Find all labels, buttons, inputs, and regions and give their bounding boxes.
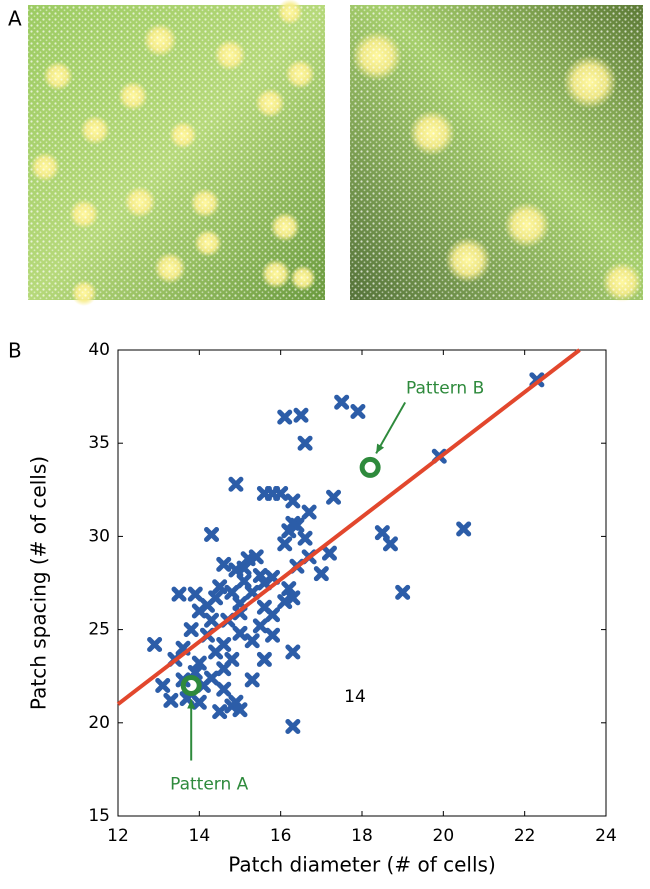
y-tick-label: 25 — [88, 620, 110, 640]
y-tick-label: 35 — [88, 433, 110, 453]
point — [277, 536, 293, 552]
point — [216, 637, 232, 653]
point — [456, 521, 472, 537]
x-tick-label: 18 — [351, 826, 373, 846]
point — [232, 702, 248, 718]
y-tick-label: 40 — [88, 340, 110, 360]
x-tick-label: 14 — [189, 826, 211, 846]
point — [191, 694, 207, 710]
point — [293, 407, 309, 423]
annotation-label: Pattern B — [406, 378, 484, 398]
point — [191, 603, 207, 619]
y-tick-label: 20 — [88, 713, 110, 733]
point — [171, 586, 187, 602]
panel-label: B — [8, 339, 22, 363]
point — [228, 562, 244, 578]
point — [216, 661, 232, 677]
point — [281, 581, 297, 597]
point — [297, 530, 313, 546]
x-tick-label: 12 — [107, 826, 129, 846]
point — [277, 594, 293, 610]
point — [155, 678, 171, 694]
point — [244, 672, 260, 688]
point — [248, 549, 264, 565]
point — [228, 476, 244, 492]
y-tick-label: 15 — [88, 806, 110, 826]
point — [374, 525, 390, 541]
point — [334, 394, 350, 410]
point — [326, 489, 342, 505]
point — [147, 637, 163, 653]
note: 14 — [344, 687, 366, 707]
annotation-arrow — [375, 401, 407, 454]
point — [395, 584, 411, 600]
point — [301, 504, 317, 520]
point — [212, 704, 228, 720]
point — [224, 584, 240, 600]
point — [285, 719, 301, 735]
point — [183, 622, 199, 638]
x-tick-label: 20 — [433, 826, 455, 846]
annotated-point — [359, 456, 381, 478]
point — [244, 584, 260, 600]
point — [208, 590, 224, 606]
point — [297, 435, 313, 451]
point — [321, 545, 337, 561]
point — [382, 536, 398, 552]
point — [277, 409, 293, 425]
point — [244, 633, 260, 649]
point — [313, 566, 329, 582]
point — [350, 404, 366, 420]
point — [289, 517, 305, 533]
point — [191, 655, 207, 671]
point — [265, 607, 281, 623]
pattern-b-image — [350, 5, 643, 302]
point — [232, 625, 248, 641]
point — [236, 573, 252, 589]
point — [256, 651, 272, 667]
x-axis-label: Patch diameter (# of cells) — [228, 853, 496, 877]
point — [216, 681, 232, 697]
point — [204, 612, 220, 628]
point — [187, 586, 203, 602]
point — [252, 568, 268, 584]
annotation-arrowhead — [187, 699, 196, 709]
fit-line — [116, 348, 581, 706]
point — [285, 644, 301, 660]
point — [285, 493, 301, 509]
point — [265, 627, 281, 643]
point — [212, 579, 228, 595]
pattern-a-image — [28, 0, 325, 306]
y-axis-label: Patch spacing (# of cells) — [27, 456, 51, 710]
x-tick-label: 16 — [270, 826, 292, 846]
point — [273, 486, 289, 502]
point — [163, 692, 179, 708]
annotated-point — [180, 675, 202, 697]
point — [216, 556, 232, 572]
annotation-label: Pattern A — [170, 775, 249, 795]
y-tick-label: 30 — [88, 526, 110, 546]
point — [252, 618, 268, 634]
x-tick-label: 22 — [514, 826, 536, 846]
annotation-arrowhead — [376, 443, 385, 454]
x-tick-label: 24 — [595, 826, 617, 846]
point — [204, 527, 220, 543]
panel-label: A — [8, 7, 22, 31]
